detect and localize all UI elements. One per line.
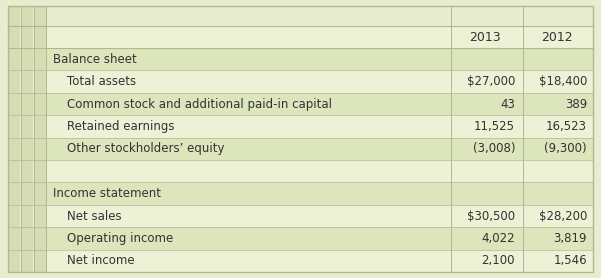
Bar (34, 70, 46, 93)
Text: Net sales: Net sales (67, 210, 121, 222)
Bar (8, 160, 20, 182)
Bar (8, 160, 593, 182)
Bar (34, 182, 46, 205)
Text: $28,200: $28,200 (538, 210, 587, 222)
Bar (8, 6, 20, 26)
Bar (8, 250, 20, 272)
Bar (34, 250, 46, 272)
Text: 389: 389 (565, 98, 587, 110)
Bar (34, 160, 46, 182)
Text: $30,500: $30,500 (467, 210, 515, 222)
Bar (8, 205, 593, 227)
Bar (8, 227, 20, 250)
Bar (8, 93, 20, 115)
Text: (9,300): (9,300) (545, 142, 587, 155)
Bar (8, 182, 20, 205)
Bar (21, 250, 33, 272)
Bar (21, 48, 33, 70)
Bar (8, 115, 20, 138)
Bar (21, 6, 33, 26)
Bar (8, 205, 20, 227)
Bar (21, 70, 33, 93)
Text: 1,546: 1,546 (554, 254, 587, 267)
Text: 11,525: 11,525 (474, 120, 515, 133)
Text: 2,100: 2,100 (481, 254, 515, 267)
Text: 4,022: 4,022 (481, 232, 515, 245)
Bar (8, 70, 20, 93)
Bar (34, 138, 46, 160)
Text: Other stockholders’ equity: Other stockholders’ equity (67, 142, 225, 155)
Bar (8, 70, 593, 93)
Bar (34, 227, 46, 250)
Text: Common stock and additional paid-in capital: Common stock and additional paid-in capi… (67, 98, 332, 110)
Bar (21, 182, 33, 205)
Bar (21, 227, 33, 250)
Text: 2013: 2013 (469, 31, 501, 43)
Bar (8, 182, 593, 205)
Bar (34, 93, 46, 115)
Bar (8, 48, 593, 70)
Text: Income statement: Income statement (53, 187, 161, 200)
Text: Operating income: Operating income (67, 232, 173, 245)
Bar (34, 6, 46, 26)
Bar (21, 26, 33, 48)
Text: Balance sheet: Balance sheet (53, 53, 137, 66)
Bar (8, 227, 593, 250)
Bar (8, 250, 593, 272)
Bar (8, 138, 20, 160)
Bar (8, 138, 593, 160)
Text: 43: 43 (500, 98, 515, 110)
Text: 2012: 2012 (541, 31, 573, 43)
Bar (8, 6, 593, 26)
Text: $27,000: $27,000 (466, 75, 515, 88)
Bar (8, 26, 20, 48)
Bar (34, 48, 46, 70)
Bar (21, 205, 33, 227)
Bar (34, 26, 46, 48)
Bar (21, 93, 33, 115)
Bar (34, 205, 46, 227)
Bar (21, 138, 33, 160)
Bar (21, 160, 33, 182)
Text: Retained earnings: Retained earnings (67, 120, 174, 133)
Text: 3,819: 3,819 (554, 232, 587, 245)
Text: 16,523: 16,523 (546, 120, 587, 133)
Text: $18,400: $18,400 (538, 75, 587, 88)
Text: (3,008): (3,008) (472, 142, 515, 155)
Bar (34, 115, 46, 138)
Text: Total assets: Total assets (67, 75, 136, 88)
Bar (21, 115, 33, 138)
Bar (8, 93, 593, 115)
Bar (8, 115, 593, 138)
Bar (8, 48, 20, 70)
Bar (8, 26, 593, 48)
Text: Net income: Net income (67, 254, 135, 267)
